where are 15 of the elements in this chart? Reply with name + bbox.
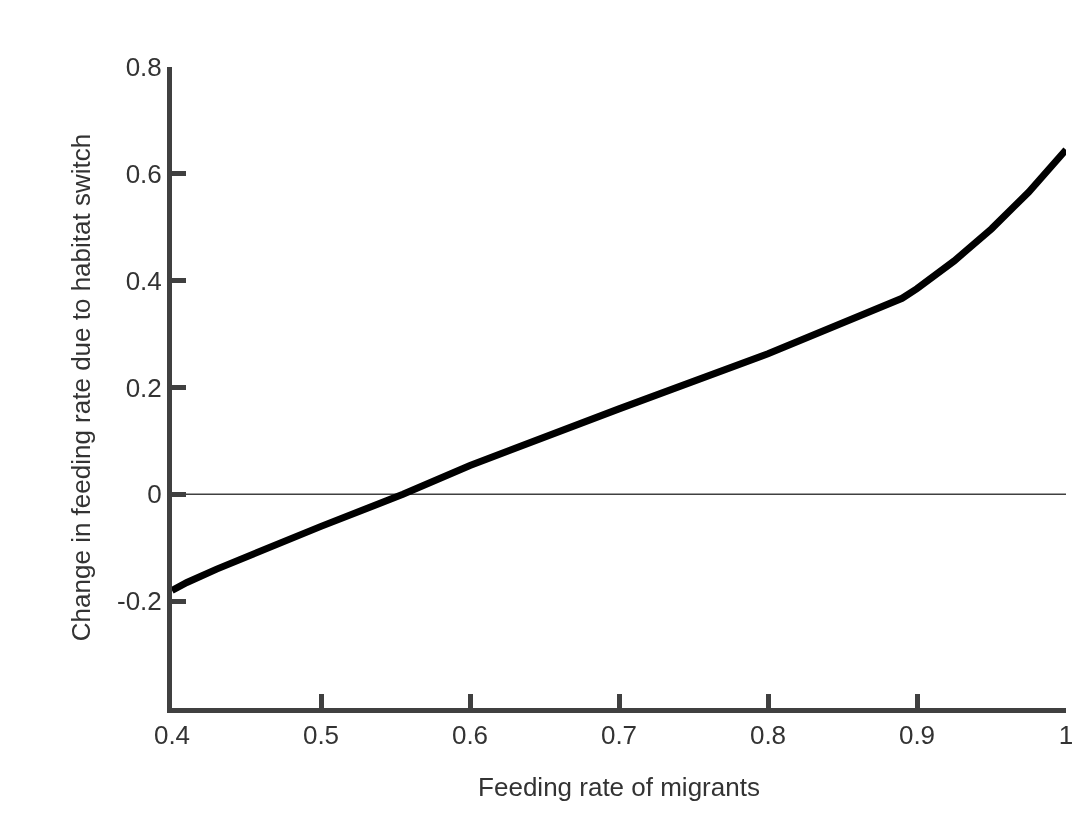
y-tick-label: 0.2	[125, 372, 162, 403]
y-tick-label: 0.8	[125, 52, 162, 83]
x-tick-label: 0.7	[600, 720, 638, 751]
y-tick-label: 0	[147, 479, 162, 510]
x-tick-label: 0.4	[153, 720, 191, 751]
x-tick-label: 1	[1058, 720, 1074, 751]
x-tick-label: 0.9	[898, 720, 936, 751]
y-tick-label: 0.4	[125, 265, 162, 296]
x-axis-title: Feeding rate of migrants	[478, 771, 760, 802]
y-tick-label: 0.6	[125, 158, 162, 189]
x-tick-label: 0.6	[451, 720, 489, 751]
x-tick-label: 0.5	[302, 720, 340, 751]
x-tick-label: 0.8	[749, 720, 787, 751]
y-tick-label: -0.2	[116, 586, 162, 617]
y-axis-title: Change in feeding rate due to habitat switch	[66, 133, 97, 642]
